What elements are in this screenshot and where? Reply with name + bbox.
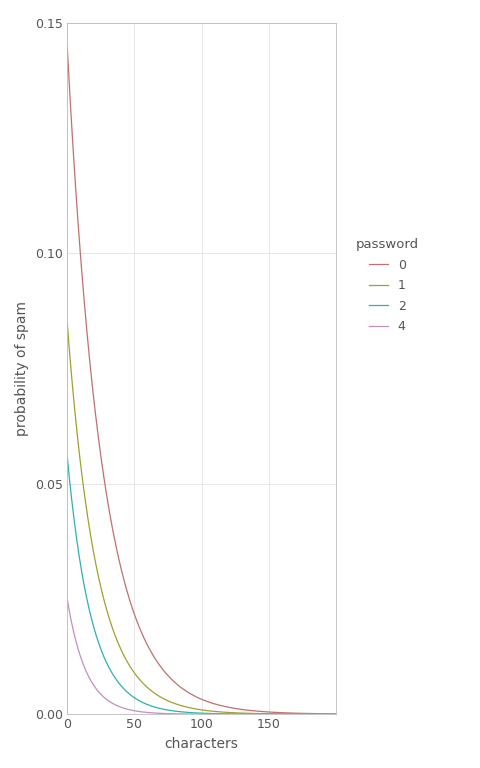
0 xyxy=(188,690,193,699)
2 xyxy=(64,452,70,461)
4 xyxy=(188,710,193,719)
0 xyxy=(78,257,84,266)
Y-axis label: probability of spam: probability of spam xyxy=(15,301,29,436)
2 xyxy=(325,710,331,719)
Legend: 0, 1, 2, 4: 0, 1, 2, 4 xyxy=(356,238,419,333)
1 xyxy=(325,710,331,719)
0 xyxy=(333,710,339,719)
1 xyxy=(276,710,282,719)
2 xyxy=(276,710,282,719)
X-axis label: characters: characters xyxy=(165,737,239,751)
2 xyxy=(195,708,201,717)
4 xyxy=(325,710,331,719)
4 xyxy=(78,654,84,663)
0 xyxy=(195,693,201,702)
Line: 1: 1 xyxy=(67,323,336,714)
1 xyxy=(64,318,70,327)
1 xyxy=(195,705,201,714)
Line: 0: 0 xyxy=(67,46,336,714)
4 xyxy=(333,710,339,719)
4 xyxy=(195,710,201,719)
1 xyxy=(188,703,193,713)
2 xyxy=(188,708,193,717)
0 xyxy=(325,709,331,718)
2 xyxy=(325,710,331,719)
4 xyxy=(276,710,282,719)
Line: 4: 4 xyxy=(67,599,336,714)
4 xyxy=(64,594,70,604)
0 xyxy=(325,709,331,718)
4 xyxy=(325,710,331,719)
0 xyxy=(276,708,282,717)
0 xyxy=(64,41,70,51)
1 xyxy=(333,710,339,719)
Line: 2: 2 xyxy=(67,456,336,714)
2 xyxy=(78,562,84,571)
2 xyxy=(333,710,339,719)
1 xyxy=(78,462,84,472)
1 xyxy=(325,710,331,719)
